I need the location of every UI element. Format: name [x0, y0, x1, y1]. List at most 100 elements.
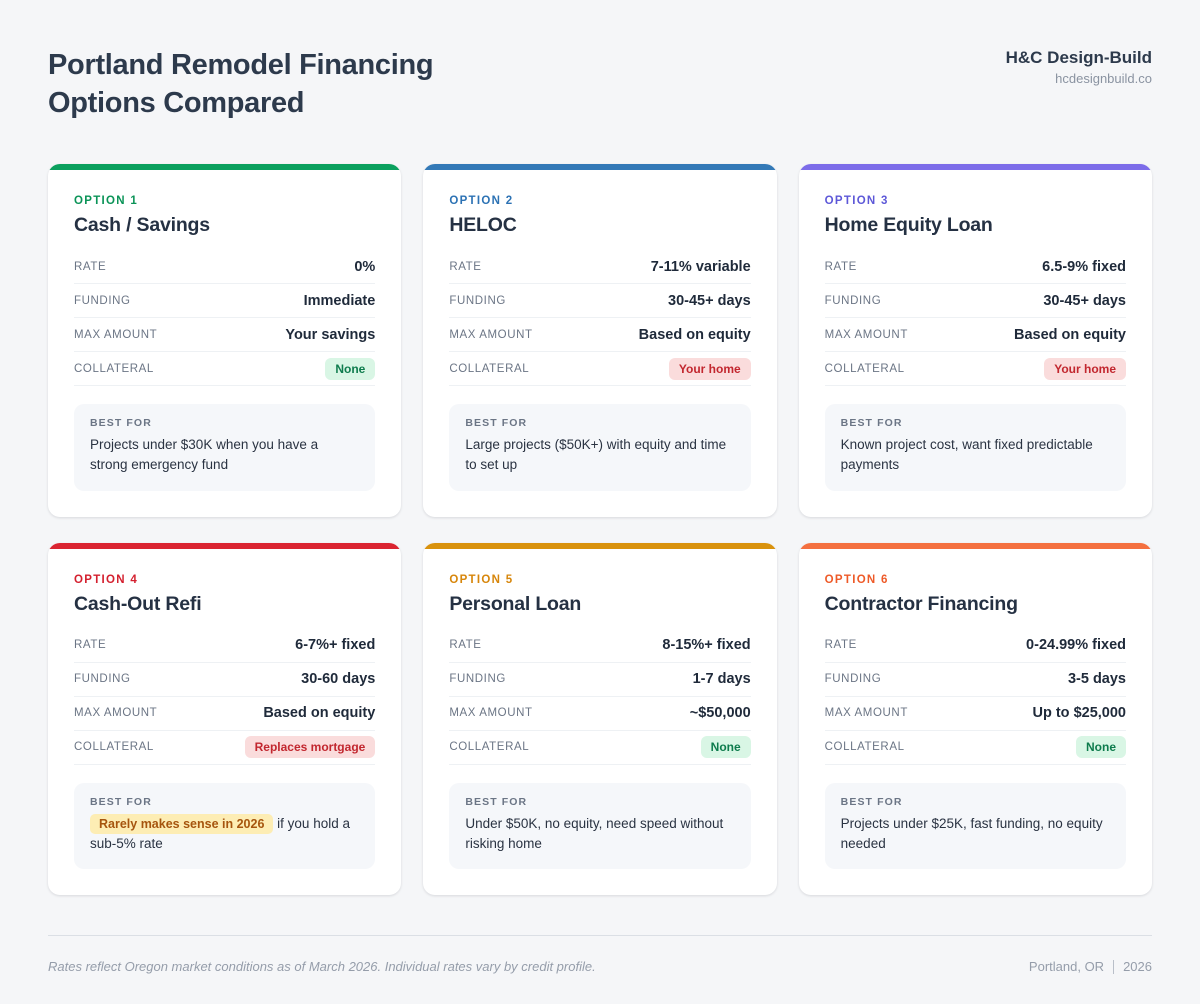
brand-block: H&C Design-Build hcdesignbuild.co [1006, 46, 1152, 86]
spec-label-collateral: COLLATERAL [824, 362, 905, 375]
best-for-box: BEST FOR Projects under $25K, fast fundi… [824, 782, 1126, 869]
card-body: OPTION 5 Personal Loan RATE 8-15%+ fixed… [423, 549, 776, 896]
spec-row-rate: RATE 6.5-9% fixed [824, 250, 1126, 284]
spec-rows: RATE 0-24.99% fixed FUNDING 3-5 days MAX… [824, 629, 1127, 765]
option-label: OPTION 3 [824, 195, 889, 207]
collateral-badge: None [700, 736, 751, 758]
spec-value-rate: 0% [354, 258, 376, 275]
spec-label-collateral: COLLATERAL [449, 362, 530, 375]
spec-label-max-amount: MAX AMOUNT [74, 707, 158, 719]
collateral-badge: None [1076, 736, 1126, 758]
spec-label-rate: RATE [824, 260, 857, 273]
spec-label-rate: RATE [449, 260, 482, 273]
spec-row-max-amount: MAX AMOUNT Based on equity [449, 318, 751, 352]
page-title-line1: Portland Remodel Financing [48, 49, 434, 81]
card-accent-bar [423, 542, 777, 549]
option-title: Home Equity Loan [824, 214, 993, 236]
spec-row-max-amount: MAX AMOUNT Based on equity [74, 697, 376, 731]
options-grid: OPTION 1 Cash / Savings RATE 0% FUNDING … [48, 164, 1152, 895]
spec-label-max-amount: MAX AMOUNT [449, 707, 533, 719]
spec-value-max-amount: Your savings [285, 326, 376, 343]
spec-label-rate: RATE [74, 260, 107, 273]
page-title: Portland Remodel Financing Options Compa… [48, 46, 434, 122]
best-for-label: BEST FOR [465, 795, 528, 808]
page-title-line2: Options Compared [48, 87, 305, 119]
option-title: Personal Loan [449, 592, 582, 615]
option-card-cash-savings: OPTION 1 Cash / Savings RATE 0% FUNDING … [48, 164, 402, 517]
spec-label-max-amount: MAX AMOUNT [824, 707, 908, 719]
spec-value-max-amount: Up to $25,000 [1032, 705, 1127, 721]
best-for-text: Projects under $25K, fast funding, no eq… [841, 814, 1110, 855]
spec-rows: RATE 0% FUNDING Immediate MAX AMOUNT You… [74, 250, 376, 386]
option-label: OPTION 5 [449, 573, 514, 586]
spec-rows: RATE 6-7%+ fixed FUNDING 30-60 days MAX … [74, 629, 376, 765]
card-body: OPTION 3 Home Equity Loan RATE 6.5-9% fi… [799, 170, 1152, 517]
spec-label-funding: FUNDING [824, 294, 882, 307]
spec-row-collateral: COLLATERAL None [449, 731, 751, 765]
spec-row-rate: RATE 6-7%+ fixed [74, 629, 376, 663]
spec-row-max-amount: MAX AMOUNT Based on equity [824, 318, 1126, 352]
option-label: OPTION 4 [74, 573, 139, 586]
spec-row-collateral: COLLATERAL Replaces mortgage [74, 731, 376, 765]
collateral-badge: Your home [1044, 357, 1126, 380]
spec-row-funding: FUNDING 1-7 days [449, 663, 751, 697]
spec-value-rate: 6-7%+ fixed [295, 637, 376, 653]
footer-note: Rates reflect Oregon market conditions a… [48, 959, 596, 974]
footer-location-year: Portland, OR 2026 [1029, 959, 1152, 974]
spec-label-funding: FUNDING [449, 294, 506, 307]
spec-row-rate: RATE 0% [74, 250, 376, 284]
best-for-description: Projects under $25K, fast funding, no eq… [840, 815, 1103, 851]
spec-row-rate: RATE 8-15%+ fixed [449, 629, 751, 663]
spec-label-max-amount: MAX AMOUNT [74, 328, 158, 341]
spec-value-funding: 30-45+ days [668, 292, 751, 309]
best-for-label: BEST FOR [465, 417, 528, 429]
option-card-cash-out-refi: OPTION 4 Cash-Out Refi RATE 6-7%+ fixed … [48, 542, 402, 895]
best-for-description: if you hold a sub-5% rate [90, 815, 350, 851]
brand-name: H&C Design-Build [1005, 48, 1152, 67]
option-card-heloc: OPTION 2 HELOC RATE 7-11% variable FUNDI… [423, 164, 777, 517]
best-for-box: BEST FOR Known project cost, want fixed … [824, 404, 1126, 491]
spec-value-funding: Immediate [303, 292, 376, 309]
best-for-text: Under $50K, no equity, need speed withou… [465, 814, 734, 855]
card-body: OPTION 1 Cash / Savings RATE 0% FUNDING … [48, 170, 401, 517]
best-for-description: Large projects ($50K+) with equity and t… [465, 437, 727, 473]
best-for-text: Large projects ($50K+) with equity and t… [465, 435, 734, 476]
best-for-description: Known project cost, want fixed predictab… [840, 437, 1093, 473]
spec-label-collateral: COLLATERAL [74, 741, 154, 753]
spec-label-funding: FUNDING [74, 294, 131, 307]
footer-pipe-divider [1113, 959, 1115, 974]
option-title: Cash-Out Refi [74, 592, 202, 615]
spec-label-collateral: COLLATERAL [449, 741, 530, 753]
card-accent-bar [798, 164, 1152, 170]
collateral-badge: None [325, 357, 376, 380]
spec-row-funding: FUNDING 30-45+ days [449, 284, 751, 318]
spec-value-funding: 3-5 days [1067, 671, 1126, 687]
spec-value-funding: 1-7 days [692, 671, 751, 687]
option-title: HELOC [449, 214, 517, 236]
spec-value-max-amount: Based on equity [1014, 326, 1126, 343]
best-for-label: BEST FOR [90, 417, 152, 429]
spec-value-rate: 7-11% variable [650, 258, 751, 275]
spec-value-max-amount: ~$50,000 [689, 705, 751, 721]
spec-label-rate: RATE [449, 639, 482, 651]
option-label: OPTION 2 [449, 195, 514, 207]
spec-label-funding: FUNDING [824, 673, 882, 685]
collateral-badge: Your home [668, 357, 751, 380]
option-card-contractor-financing: OPTION 6 Contractor Financing RATE 0-24.… [798, 542, 1152, 895]
card-accent-bar [798, 542, 1152, 549]
collateral-badge: Replaces mortgage [244, 736, 376, 758]
option-card-home-equity-loan: OPTION 3 Home Equity Loan RATE 6.5-9% fi… [798, 164, 1152, 517]
option-label: OPTION 6 [824, 573, 889, 586]
spec-row-funding: FUNDING Immediate [74, 284, 376, 318]
highlight-badge: Rarely makes sense in 2026 [90, 813, 274, 834]
footer-location: Portland, OR [1028, 959, 1105, 974]
best-for-box: BEST FOR Projects under $30K when you ha… [74, 404, 376, 491]
spec-label-rate: RATE [74, 639, 107, 651]
best-for-description: Under $50K, no equity, need speed withou… [465, 815, 724, 851]
spec-label-collateral: COLLATERAL [74, 362, 154, 375]
footer: Rates reflect Oregon market conditions a… [48, 935, 1152, 974]
best-for-text: Projects under $30K when you have a stro… [90, 435, 359, 476]
spec-row-rate: RATE 7-11% variable [449, 250, 751, 284]
best-for-text: Rarely makes sense in 2026 if you hold a… [90, 813, 359, 855]
best-for-label: BEST FOR [840, 417, 903, 429]
